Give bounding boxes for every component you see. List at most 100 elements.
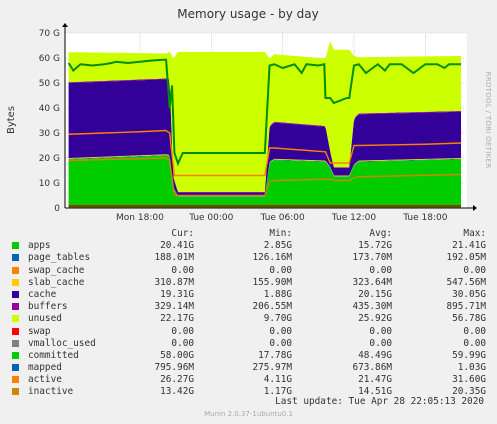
legend-avg-value: 20.15G	[358, 288, 392, 300]
legend-avg-value: 435.30M	[352, 301, 392, 313]
legend-swatch	[12, 339, 19, 347]
x-tick-label: Tue 18:00	[402, 213, 447, 223]
legend-min-value: 0.00	[269, 264, 292, 276]
line-committed	[67, 58, 462, 167]
last-update: Last update: Tue Apr 28 22:05:13 2020	[275, 396, 484, 407]
legend-min-value: 275.97M	[252, 362, 292, 374]
legend-swatch	[12, 376, 19, 384]
header-max: Max:	[463, 228, 486, 239]
line-layer	[67, 58, 462, 207]
legend-swatch	[12, 388, 19, 396]
legend-row-slab-cache: slab_cache 310.87M 155.90M 323.64M 547.56M	[12, 277, 492, 289]
legend-max-value: 21.41G	[452, 240, 486, 252]
x-tick-label: Tue 00:00	[188, 213, 233, 223]
legend-cur-value: 22.17G	[160, 313, 194, 325]
legend-row-inactive: inactive 13.42G 1.17G 14.51G 20.35G	[12, 386, 492, 398]
area-apps	[68, 155, 462, 208]
legend-cur-value: 26.27G	[160, 374, 194, 386]
legend-series-name: mapped	[28, 362, 62, 374]
legend-series-name: buffers	[28, 301, 68, 313]
legend-cur-value: 795.96M	[154, 362, 194, 374]
legend-min-value: 0.00	[269, 325, 292, 337]
area-layer	[68, 41, 462, 208]
legend-row-apps: apps 20.41G 2.85G 15.72G 21.41G	[12, 240, 492, 252]
legend-avg-value: 323.64M	[352, 276, 392, 288]
legend-row-mapped: mapped 795.96M 275.97M 673.86M 1.03G	[12, 362, 492, 374]
legend-table: Cur: Min: Avg: Max: apps 20.41G 2.85G 15.72…	[12, 228, 492, 399]
legend-row-committed: committed 58.00G 17.78G 48.49G 59.99G	[12, 350, 492, 362]
legend-swatch	[12, 242, 19, 250]
x-tick-label: Tue 12:00	[331, 213, 376, 223]
legend-row-vmalloc-used: vmalloc_used 0.00 0.00 0.00 0.00	[12, 338, 492, 350]
legend-avg-value: 25.92G	[358, 313, 392, 325]
legend-min-value: 17.78G	[258, 349, 292, 361]
legend-max-value: 0.00	[463, 325, 486, 337]
legend-max-value: 0.00	[463, 264, 486, 276]
legend-max-value: 56.78G	[452, 313, 486, 325]
y-tick-label: 60 G	[39, 54, 60, 64]
legend-min-value: 9.70G	[263, 313, 292, 325]
legend-swatch	[12, 278, 19, 286]
legend-avg-value: 0.00	[369, 264, 392, 276]
legend-max-value: 895.71M	[446, 301, 486, 313]
legend-series-name: slab_cache	[28, 276, 85, 288]
legend-max-value: 192.05M	[446, 252, 486, 264]
y-axis-arrow	[62, 23, 68, 27]
legend-min-value: 206.55M	[252, 301, 292, 313]
legend-series-name: apps	[28, 240, 51, 252]
legend-row-swap: swap 0.00 0.00 0.00 0.00	[12, 326, 492, 338]
rrdtool-credit: RRDTOOL / TOBI OETIKER	[484, 72, 492, 169]
legend-min-value: 155.90M	[252, 276, 292, 288]
area-cache	[68, 79, 462, 196]
header-min: Min:	[269, 228, 292, 239]
legend-header-row: Cur: Min: Avg: Max:	[12, 228, 492, 240]
legend-swatch	[12, 351, 19, 359]
legend-series-name: page_tables	[28, 252, 91, 264]
legend-avg-value: 14.51G	[358, 386, 392, 398]
legend-cur-value: 0.00	[171, 325, 194, 337]
legend-cur-value: 329.14M	[154, 301, 194, 313]
legend-series-name: committed	[28, 349, 79, 361]
legend-cur-value: 310.87M	[154, 276, 194, 288]
legend-min-value: 2.85G	[263, 240, 292, 252]
legend-swatch	[12, 303, 19, 311]
legend-cur-value: 0.00	[171, 337, 194, 349]
legend-swatch	[12, 266, 19, 274]
legend-max-value: 30.05G	[452, 288, 486, 300]
x-axis-arrow	[473, 205, 477, 211]
line-active	[68, 129, 462, 177]
legend-swatch	[12, 364, 19, 372]
legend-cur-value: 188.01M	[154, 252, 194, 264]
y-tick-label: 0	[54, 204, 60, 214]
legend-cur-value: 19.31G	[160, 288, 194, 300]
x-tick-label: Tue 06:00	[260, 213, 305, 223]
y-axis-label: Bytes	[6, 106, 17, 134]
legend-row-cache: cache 19.31G 1.88G 20.15G 30.05G	[12, 289, 492, 301]
legend-swatch	[12, 315, 19, 323]
legend-cur-value: 0.00	[171, 264, 194, 276]
legend-min-value: 0.00	[269, 337, 292, 349]
memory-chart: Memory usage - by day Bytes RRDTOOL / TO…	[6, 7, 492, 223]
legend-avg-value: 15.72G	[358, 240, 392, 252]
legend-avg-value: 173.70M	[352, 252, 392, 264]
line-inactive	[68, 157, 462, 197]
axis-layer: 0 10 G 20 G 30 G 40 G 50 G 60 G 70 G Mon 18:00 Tu…	[39, 23, 477, 223]
legend-row-active: active 26.27G 4.11G 21.47G 31.60G	[12, 374, 492, 386]
legend-min-value: 4.11G	[263, 374, 292, 386]
legend-cur-value: 13.42G	[160, 386, 194, 398]
legend-series-name: swap	[28, 325, 51, 337]
legend-avg-value: 48.49G	[358, 349, 392, 361]
legend-row-unused: unused 22.17G 9.70G 25.92G 56.78G	[12, 313, 492, 325]
legend-swatch	[12, 327, 19, 335]
legend-series-name: cache	[28, 288, 57, 300]
y-tick-label: 40 G	[39, 104, 60, 114]
legend-avg-value: 0.00	[369, 337, 392, 349]
x-tick-label: Mon 18:00	[116, 213, 164, 223]
legend-max-value: 59.99G	[452, 349, 486, 361]
legend-row-buffers: buffers 329.14M 206.55M 435.30M 895.71M	[12, 301, 492, 313]
legend-min-value: 126.16M	[252, 252, 292, 264]
legend-series-name: swap_cache	[28, 264, 85, 276]
legend-row-page-tables: page_tables 188.01M 126.16M 173.70M 192.05M	[12, 252, 492, 264]
y-tick-label: 50 G	[39, 79, 60, 89]
legend-series-name: inactive	[28, 386, 74, 398]
